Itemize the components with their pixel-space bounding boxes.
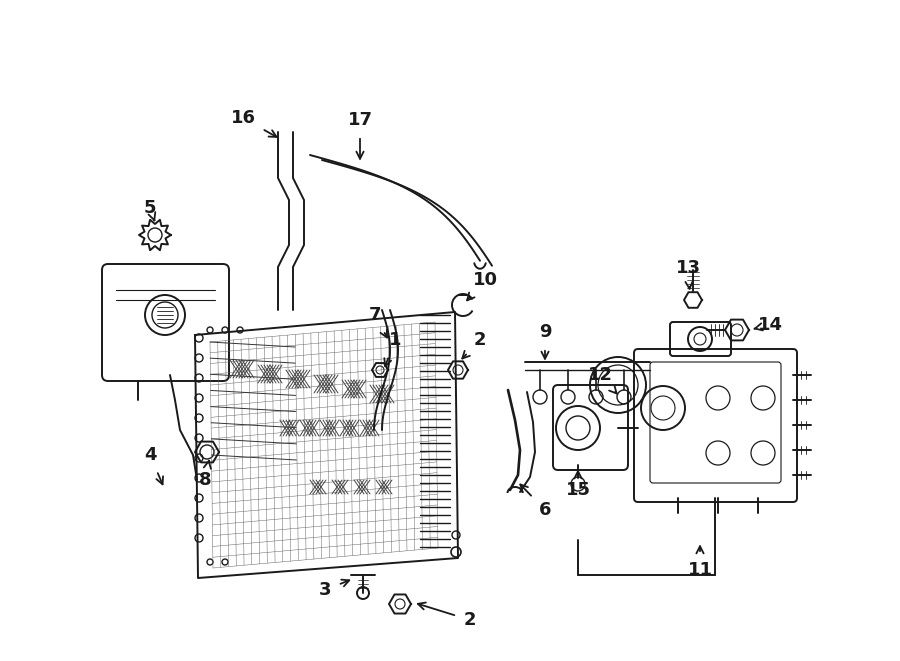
Text: 5: 5	[144, 199, 157, 220]
Text: 16: 16	[230, 109, 276, 137]
Text: 6: 6	[520, 485, 551, 519]
Text: 13: 13	[676, 259, 700, 289]
Text: 4: 4	[144, 446, 163, 485]
Text: 17: 17	[347, 111, 373, 159]
Text: 7: 7	[369, 306, 387, 338]
Text: 2: 2	[418, 603, 476, 629]
Text: 9: 9	[539, 323, 551, 359]
Text: 10: 10	[467, 271, 498, 300]
Text: 12: 12	[588, 366, 617, 393]
Text: 11: 11	[688, 546, 713, 579]
Text: 3: 3	[319, 580, 349, 599]
Text: 1: 1	[384, 331, 401, 366]
Text: 8: 8	[199, 461, 212, 489]
Text: 15: 15	[565, 471, 590, 499]
Text: 14: 14	[754, 316, 782, 334]
Text: 2: 2	[463, 331, 486, 358]
